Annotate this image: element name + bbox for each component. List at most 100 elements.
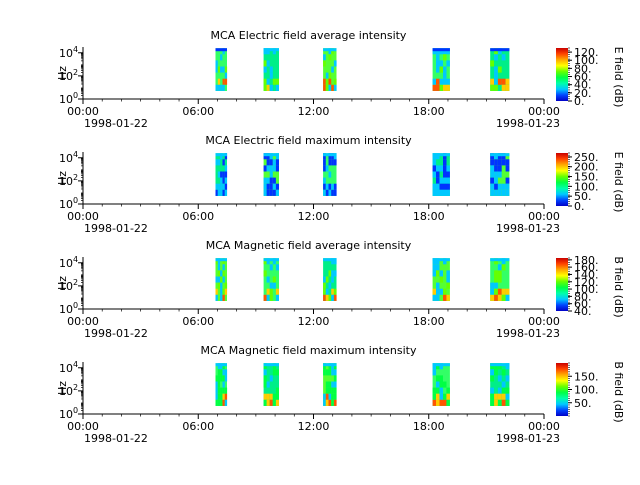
segment-cell [331,288,334,295]
segment-cell [275,288,279,295]
segment-cell [436,78,440,85]
data-segments [215,153,510,196]
data-segment [215,363,228,406]
segment-top-band [215,363,227,367]
segment-cell [220,369,223,376]
data-segment [263,363,279,406]
colorbar-tick-label: 100. [574,384,599,397]
segment-cell [263,183,267,190]
segment-cell [333,183,337,190]
colorbar-tick-label: 40. [574,79,592,92]
segment-cell [323,60,326,67]
segment-cell [439,375,443,382]
segment-cell [497,189,502,196]
segment-cell [497,288,502,295]
segment-cell [222,159,225,166]
segment-cell [220,177,223,184]
y-tick-exponent: 2 [73,278,78,287]
colorbar-tick-label: 200. [574,161,599,174]
segment-cell [323,189,326,196]
segment-cell [217,84,221,91]
segment-cell [490,369,494,376]
segment-cell [328,282,332,289]
segment-cell [436,270,440,277]
segment-cell [215,393,218,400]
panel-title: MCA Magnetic field maximum intensity [201,344,417,357]
segment-cell [323,78,326,85]
segment-cell [439,60,443,67]
segment-cell [436,288,440,295]
segment-cell [272,393,276,400]
x-date-label: 1998-01-22 [84,222,148,235]
x-tick-label: 00:00 [528,210,560,223]
segment-cell [333,159,337,166]
segment-cell [215,66,218,73]
segment-cell [436,177,440,184]
segment-cell [217,282,221,289]
segment-cell [333,78,337,85]
segment-cell [436,153,440,160]
y-tick-label: 100 [59,91,78,106]
segment-cell [217,270,221,277]
segment-cell [266,276,270,283]
segment-cell [215,183,218,190]
segment-cell [215,258,218,265]
segment-cell [224,399,228,406]
data-segment [263,153,279,196]
segment-cell [501,399,506,406]
segment-cell [436,264,440,271]
segment-cell [333,60,337,67]
segment-cell [443,288,447,295]
data-segments [215,258,510,301]
segment-cell [443,153,447,160]
segment-cell [446,48,450,55]
y-tick-exponent: 2 [73,68,78,77]
data-segment [432,258,450,301]
segment-cell [497,276,502,283]
segment-cell [501,189,506,196]
data-segment [432,363,450,406]
segment-cell [269,294,273,301]
segment-cell [272,159,276,166]
segment-cell [266,78,270,85]
y-axis-label: Hz [56,171,69,185]
segment-cell [432,84,437,91]
segment-cell [443,177,447,184]
segment-top-band [323,258,337,262]
segment-cell [323,282,326,289]
segment-cell [217,393,221,400]
segment-cell [224,66,228,73]
segment-cell [328,189,332,196]
segment-cell [215,399,218,406]
segment-cell [432,270,437,277]
x-tick-label: 00:00 [528,105,560,118]
segment-cell [490,282,494,289]
segment-cell [432,78,437,85]
y-axis-label: Hz [56,66,69,80]
y-tick-label: 100 [59,301,78,316]
segment-cell [494,399,498,406]
segment-cell [505,159,510,166]
segment-cell [215,381,218,388]
segment-cell [266,183,270,190]
segment-cell [328,183,332,190]
segment-cell [432,153,437,160]
segment-cell [266,84,270,91]
x-tick-label: 18:00 [413,210,445,223]
segment-cell [272,48,276,55]
segment-cell [272,189,276,196]
x-tick-label: 12:00 [298,315,330,328]
segment-cell [275,165,279,172]
x-tick-label: 06:00 [182,105,214,118]
segment-cell [446,78,450,85]
segment-cell [275,84,279,91]
segment-cell [266,399,270,406]
segment-cell [439,276,443,283]
segment-cell [224,177,228,184]
segment-cell [333,153,337,160]
segment-cell [272,183,276,190]
segment-cell [263,153,267,160]
segment-cell [331,270,334,277]
segment-cell [323,393,326,400]
x-tick-label: 12:00 [298,420,330,433]
